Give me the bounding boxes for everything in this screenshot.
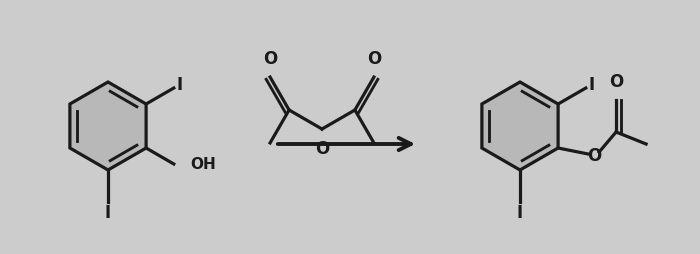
Text: O: O xyxy=(315,139,329,157)
Text: OH: OH xyxy=(190,157,216,172)
Text: O: O xyxy=(587,146,601,164)
Text: O: O xyxy=(367,50,381,68)
Text: I: I xyxy=(105,203,111,221)
Polygon shape xyxy=(482,83,558,170)
Text: I: I xyxy=(177,76,183,94)
Polygon shape xyxy=(70,83,146,170)
Text: I: I xyxy=(589,76,595,94)
Text: I: I xyxy=(517,203,523,221)
Text: O: O xyxy=(609,73,623,91)
Text: O: O xyxy=(263,50,277,68)
